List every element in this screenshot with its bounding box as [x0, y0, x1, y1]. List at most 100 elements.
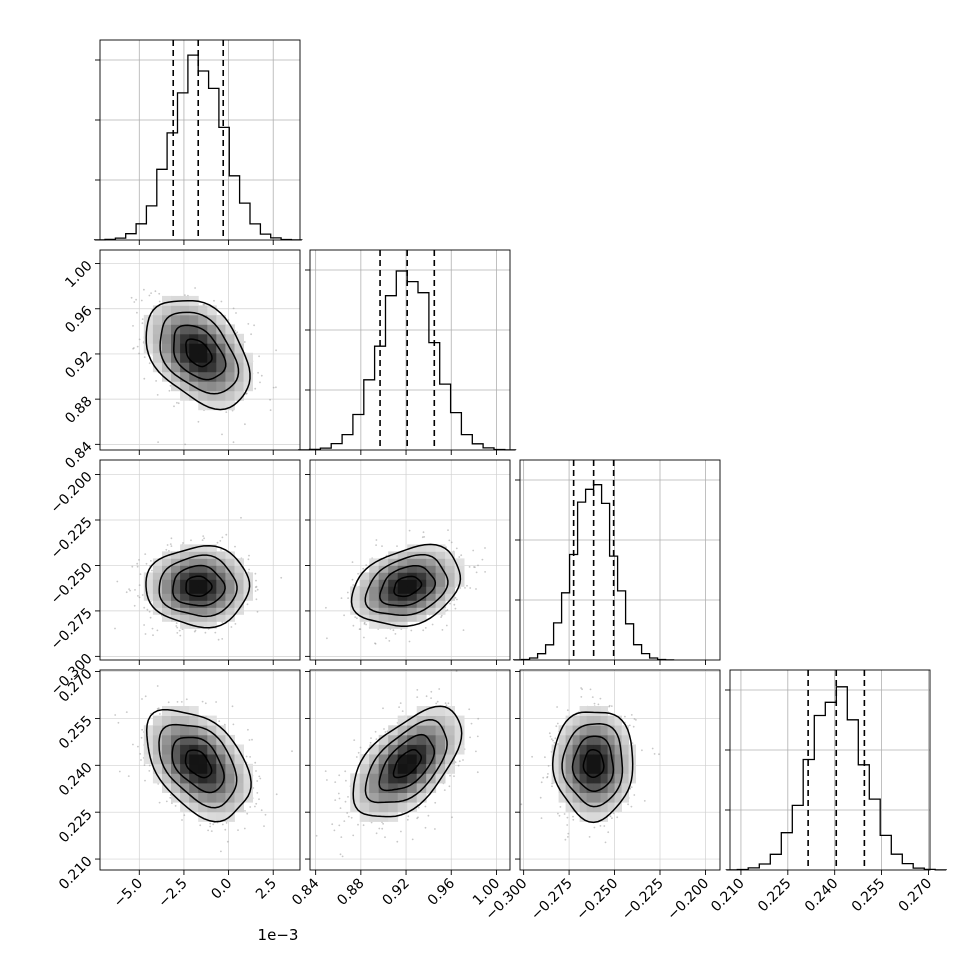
density-cell: [198, 343, 208, 354]
density-cell: [171, 314, 181, 325]
sample-point: [451, 816, 453, 819]
sample-point: [173, 405, 175, 408]
sample-point: [357, 751, 360, 754]
density-cell: [180, 792, 190, 803]
density-cell: [407, 586, 418, 594]
sample-point: [457, 764, 460, 767]
density-cell: [152, 333, 163, 344]
density-cell: [216, 783, 226, 793]
density-cell: [152, 579, 163, 587]
density-cell: [198, 792, 208, 803]
density-cell: [426, 725, 437, 736]
sample-point: [566, 824, 569, 826]
histogram-series: [512, 484, 675, 661]
sample-point: [144, 553, 147, 555]
sample-point: [540, 781, 543, 784]
density-cell: [359, 593, 370, 601]
density-cell: [565, 792, 573, 803]
density-cell: [445, 725, 455, 736]
density-cell: [572, 802, 580, 813]
sample-point: [556, 722, 559, 725]
sample-point: [566, 709, 569, 712]
sample-point: [204, 702, 207, 705]
density-cell: [216, 343, 226, 354]
density-cell: [225, 333, 235, 344]
density-cell: [416, 734, 427, 745]
density-cell: [207, 792, 217, 803]
sample-point: [443, 789, 446, 791]
density-cell: [579, 802, 587, 813]
sample-point: [159, 713, 161, 715]
density-cell: [198, 381, 208, 392]
density-cell: [359, 792, 370, 803]
density-cell: [565, 744, 573, 755]
sample-point: [137, 745, 139, 748]
density-cell: [171, 600, 181, 608]
density-cell: [207, 586, 217, 594]
histogram-panel-1: [298, 250, 517, 455]
density-cell: [216, 579, 226, 587]
sample-point: [143, 624, 146, 626]
density-cell: [198, 352, 208, 363]
density-cell: [551, 754, 559, 765]
density-cell: [225, 324, 235, 335]
sample-point: [430, 697, 432, 699]
sample-point: [357, 572, 359, 575]
density-cell: [407, 579, 418, 587]
sample-point: [168, 389, 171, 392]
sample-point: [130, 296, 133, 299]
sample-point: [148, 610, 151, 613]
density-cell: [435, 715, 446, 726]
density-cell: [225, 773, 235, 784]
density-cell: [189, 324, 199, 335]
density-cell: [171, 593, 181, 601]
density-cell: [225, 783, 235, 793]
density-cell: [152, 763, 163, 774]
density-cell: [369, 614, 380, 622]
density-cell: [426, 706, 437, 716]
sample-point: [148, 294, 151, 297]
density-cell: [171, 614, 181, 622]
sample-point: [331, 823, 334, 826]
sample-point: [453, 775, 455, 778]
sample-point: [382, 707, 384, 710]
sample-point: [343, 614, 345, 617]
sample-point: [548, 732, 551, 735]
density-cell: [572, 734, 580, 745]
density-cell: [388, 572, 399, 580]
sample-point: [359, 628, 362, 630]
sample-point: [456, 598, 458, 601]
sample-point: [145, 562, 148, 565]
sample-point: [326, 779, 328, 781]
sample-point: [272, 386, 275, 389]
density-cell: [171, 744, 181, 755]
density-cell: [388, 734, 399, 745]
sample-point: [381, 827, 384, 830]
sample-point: [275, 386, 277, 389]
density-cell: [207, 314, 217, 325]
sample-point: [224, 828, 227, 831]
sample-point: [127, 775, 130, 777]
sample-point: [454, 607, 457, 610]
sample-point: [143, 606, 146, 609]
density-cell: [162, 305, 172, 316]
density-cell: [234, 600, 244, 608]
density-cell: [435, 600, 446, 608]
density-cell: [369, 744, 380, 755]
sample-point: [158, 292, 161, 295]
sample-point: [455, 670, 458, 672]
density-cell: [416, 586, 427, 594]
contour-line: [379, 564, 437, 607]
density-cell: [565, 802, 573, 813]
sample-point: [384, 836, 386, 839]
sample-point: [175, 622, 178, 624]
sample-point: [375, 832, 378, 835]
sample-point: [114, 627, 116, 630]
sample-point: [400, 830, 402, 833]
sample-point: [114, 714, 117, 716]
density-cell: [180, 783, 190, 793]
sample-point: [630, 714, 633, 716]
density-cell: [445, 734, 455, 745]
sample-point: [416, 689, 419, 691]
